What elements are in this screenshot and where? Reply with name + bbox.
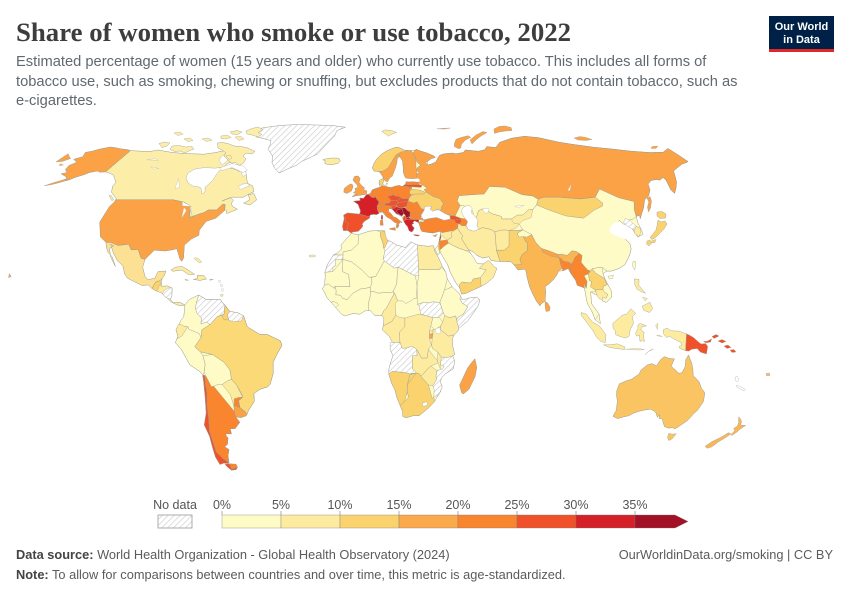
svg-text:25%: 25% bbox=[504, 498, 529, 512]
svg-text:5%: 5% bbox=[272, 498, 290, 512]
svg-text:10%: 10% bbox=[327, 498, 352, 512]
svg-text:15%: 15% bbox=[386, 498, 411, 512]
svg-text:0%: 0% bbox=[213, 498, 231, 512]
svg-text:20%: 20% bbox=[445, 498, 470, 512]
svg-text:30%: 30% bbox=[563, 498, 588, 512]
svg-text:No data: No data bbox=[153, 498, 197, 512]
svg-text:35%: 35% bbox=[622, 498, 647, 512]
